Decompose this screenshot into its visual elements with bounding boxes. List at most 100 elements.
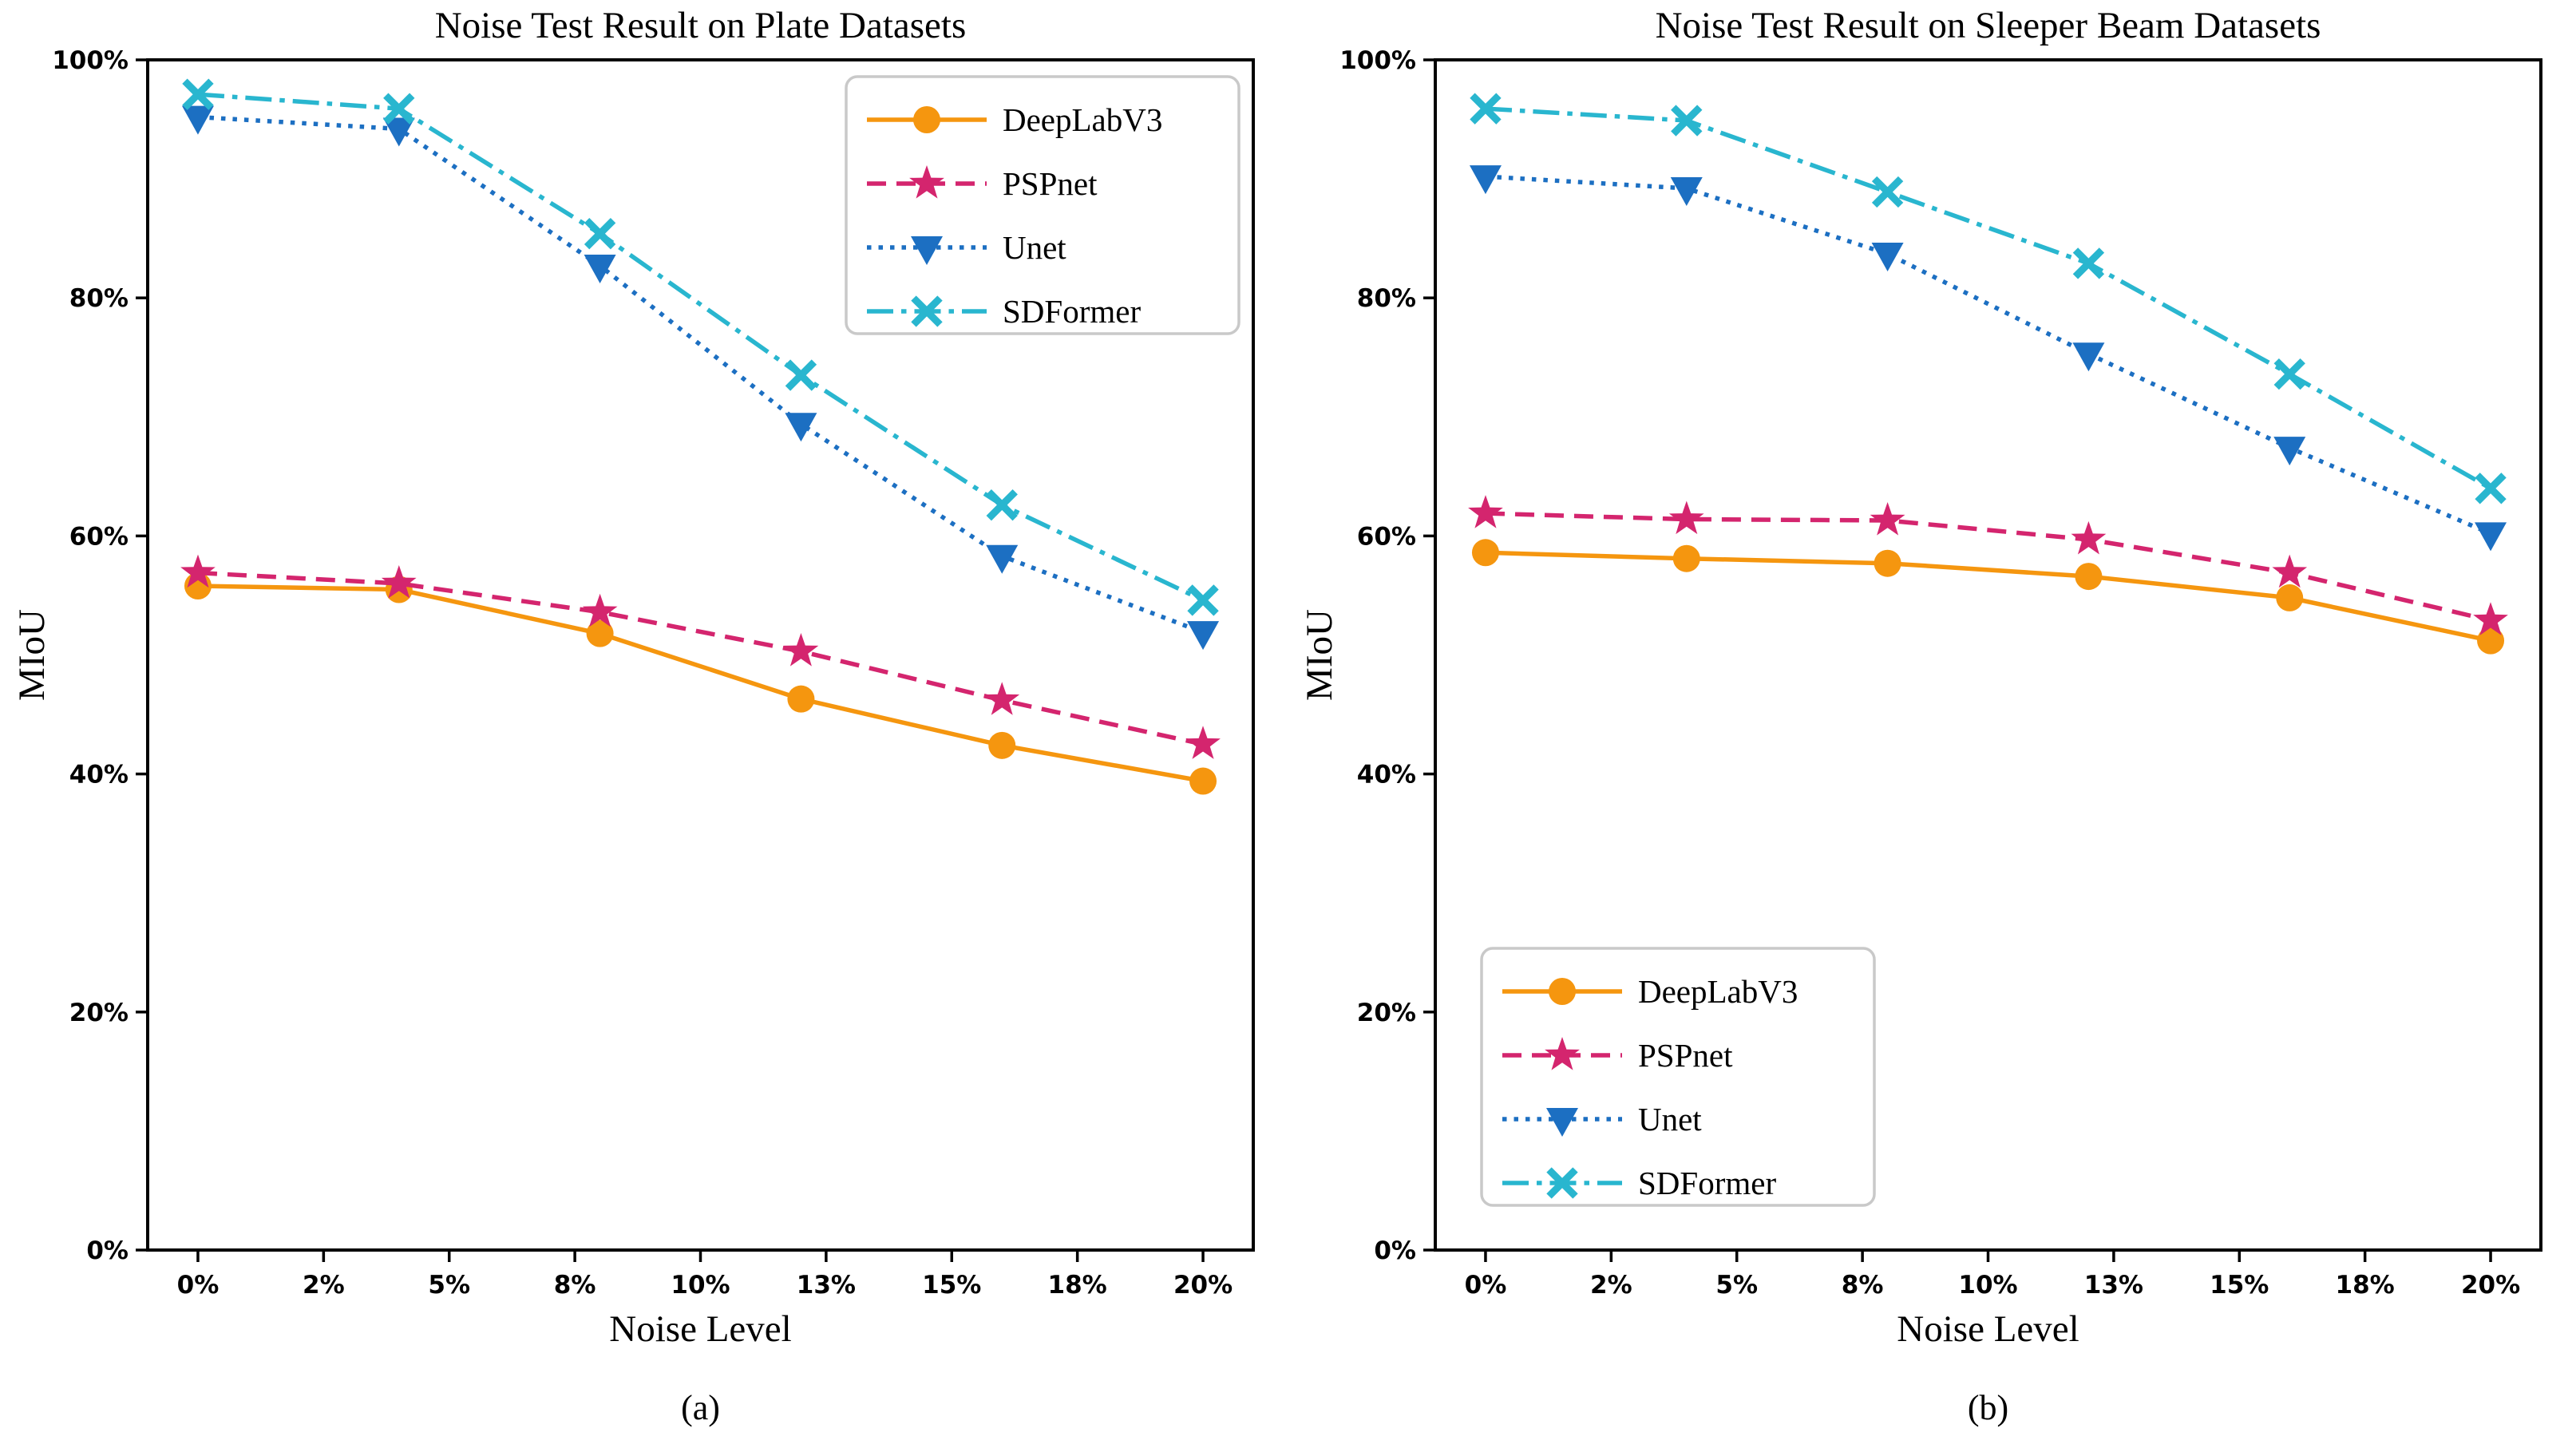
marker-circle: [787, 685, 815, 713]
legend-entry-DeepLabV3: DeepLabV3: [1502, 973, 1798, 1010]
x-tick-label: 0%: [1465, 1271, 1507, 1300]
x-axis-label: Noise Level: [1897, 1308, 2079, 1350]
y-tick-label: 20%: [1357, 999, 1416, 1027]
y-tick-label: 80%: [1357, 284, 1416, 313]
marker-x: [383, 93, 415, 125]
marker-triangle-down: [382, 117, 415, 147]
legend: DeepLabV3 PSPnet Unet SDFormer: [1480, 947, 1876, 1207]
axes-ticks: 0% 2% 5% 8% 10% 13% 15% 18% 20% 0% 20% 40% 60% 80% 100…: [1339, 46, 2520, 1300]
marker-x: [785, 359, 817, 391]
marker-star: [582, 593, 618, 627]
series-Unet: [181, 105, 1220, 651]
legend-box: [1480, 947, 1876, 1207]
x-axis-label: Noise Level: [609, 1308, 791, 1350]
chart-b: 0% 2% 5% 8% 10% 13% 15% 18% 20% 0% 20% 40% 60% 80% 100…: [1299, 5, 2542, 1350]
marker-circle: [1874, 549, 1901, 577]
series-line-SDFormer: [197, 92, 1205, 603]
marker-circle: [586, 619, 614, 647]
chart-panel-a: 0% 2% 5% 8% 10% 13% 15% 18% 20% 0% 20% 40% 60% 80% 100…: [11, 5, 1255, 1427]
x-tick-label: 13%: [2084, 1271, 2143, 1300]
marker-circle: [988, 731, 1016, 759]
legend-label: PSPnet: [1003, 165, 1098, 202]
marker-x: [1470, 93, 1502, 125]
series-line-PSPnet: [197, 570, 1204, 746]
marker-x: [2072, 247, 2105, 279]
plot-border: [146, 58, 1255, 1252]
legend-entry-SDFormer: SDFormer: [1502, 1165, 1776, 1201]
chart-panel-b: 0% 2% 5% 8% 10% 13% 15% 18% 20% 0% 20% 40% 60% 80% 100…: [1288, 0, 2576, 1452]
series-SDFormer: [1470, 93, 2507, 504]
y-tick-label: 0%: [1374, 1236, 1416, 1265]
marker-circle: [2276, 584, 2304, 611]
marker-triangle-down: [785, 413, 817, 442]
marker-star: [381, 565, 417, 599]
caption-a: (a): [681, 1388, 720, 1427]
x-tick-label: 5%: [428, 1271, 470, 1300]
marker-x: [1546, 1167, 1578, 1199]
marker-star: [984, 682, 1020, 715]
series-line-PSPnet: [1485, 511, 2491, 623]
series-line-SDFormer: [1485, 106, 2492, 491]
marker-star: [1545, 1037, 1580, 1070]
legend-entry-PSPnet: PSPnet: [867, 165, 1098, 202]
x-tick-label: 10%: [1958, 1271, 2017, 1300]
marker-star: [1185, 726, 1221, 759]
x-tick-label: 15%: [922, 1271, 981, 1300]
x-tick-label: 5%: [1715, 1271, 1758, 1300]
marker-circle: [1672, 544, 1700, 572]
series-line-Unet: [1485, 174, 2492, 536]
marker-star: [2071, 520, 2107, 555]
marker-x: [1187, 584, 1219, 616]
marker-x: [986, 489, 1018, 521]
x-tick-label: 15%: [2210, 1271, 2269, 1300]
legend-entry-SDFormer: SDFormer: [867, 293, 1141, 330]
plot-border: [1434, 58, 2542, 1252]
marker-x: [1871, 176, 1904, 208]
x-tick-label: 20%: [2461, 1271, 2520, 1300]
legend-label: DeepLabV3: [1638, 973, 1798, 1010]
marker-circle: [1189, 767, 1217, 795]
marker-triangle-down: [911, 236, 943, 265]
marker-star: [1870, 502, 1905, 536]
marker-star: [1468, 495, 1503, 528]
marker-triangle-down: [986, 544, 1019, 574]
marker-triangle-down: [2475, 522, 2507, 552]
y-tick-label: 100%: [52, 46, 129, 75]
x-tick-label: 2%: [303, 1271, 345, 1300]
legend-label: Unet: [1638, 1101, 1702, 1137]
marker-star: [2473, 602, 2508, 635]
x-tick-label: 10%: [671, 1271, 730, 1300]
marker-triangle-down: [1187, 621, 1220, 651]
y-tick-label: 40%: [69, 761, 129, 789]
x-tick-label: 20%: [1173, 1271, 1233, 1300]
x-tick-label: 18%: [2336, 1271, 2395, 1300]
marker-triangle-down: [1469, 165, 1502, 195]
series-PSPnet: [1468, 495, 2508, 635]
legend-label: SDFormer: [1003, 293, 1141, 330]
marker-triangle-down: [1546, 1108, 1578, 1137]
marker-x: [2475, 473, 2507, 504]
series-Unet: [1469, 165, 2507, 552]
series-PSPnet: [180, 554, 1221, 759]
x-tick-label: 0%: [177, 1271, 220, 1300]
marker-star: [2272, 554, 2308, 588]
y-tick-label: 60%: [69, 522, 129, 551]
marker-circle: [1549, 978, 1576, 1005]
x-tick-label: 8%: [1842, 1271, 1884, 1300]
y-tick-label: 20%: [69, 999, 129, 1027]
y-tick-label: 40%: [1357, 761, 1416, 789]
marker-star: [1668, 500, 1704, 535]
y-axis-label: MIoU: [1299, 609, 1340, 701]
chart-title: Noise Test Result on Sleeper Beam Datase…: [1656, 5, 2321, 46]
marker-x: [1671, 105, 1703, 136]
y-tick-label: 100%: [1339, 46, 1416, 75]
legend-label: Unet: [1003, 229, 1066, 266]
x-tick-label: 18%: [1048, 1271, 1107, 1300]
legend-entry-Unet: Unet: [867, 229, 1066, 266]
x-tick-label: 8%: [554, 1271, 596, 1300]
series-line-DeepLabV3: [1485, 550, 2491, 643]
caption-b: (b): [1967, 1388, 2009, 1427]
marker-x: [911, 295, 943, 327]
legend-entry-Unet: Unet: [1502, 1101, 1702, 1137]
